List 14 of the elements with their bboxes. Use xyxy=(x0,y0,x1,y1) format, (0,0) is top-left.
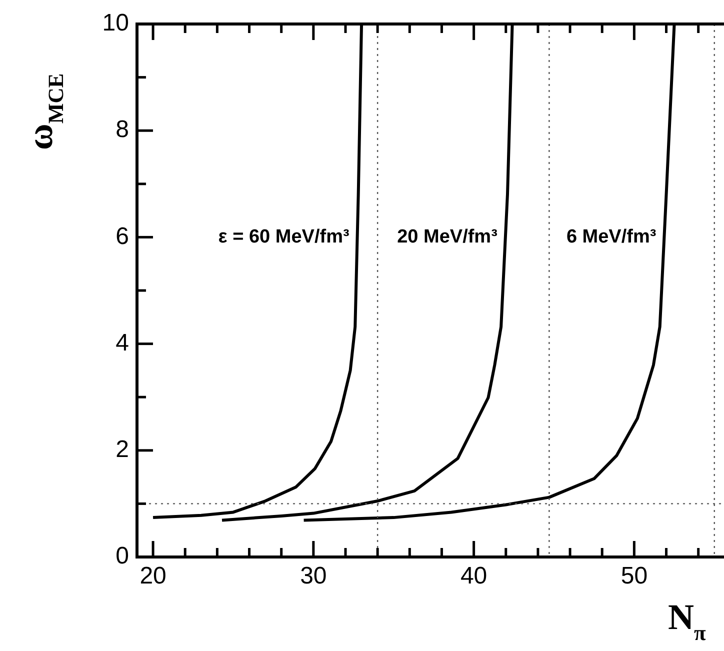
x-tick-label: 50 xyxy=(620,562,648,590)
y-tick-label: 8 xyxy=(116,116,129,144)
y-tick-label: 4 xyxy=(116,329,129,356)
series-label: ε = 60 MeV/fm³ xyxy=(218,226,350,248)
y-tick-label: 0 xyxy=(116,542,129,570)
series-label: 6 MeV/fm³ xyxy=(566,226,656,248)
y-tick-label: 10 xyxy=(102,10,129,37)
x-tick-label: 20 xyxy=(140,562,166,590)
x-tick-label: 30 xyxy=(300,562,327,590)
series-label: 20 MeV/fm³ xyxy=(397,226,498,248)
y-tick-label: 6 xyxy=(116,222,129,250)
y-tick-label: 2 xyxy=(116,436,129,464)
y-axis-title: ωMCE xyxy=(20,73,68,150)
x-tick-label: 40 xyxy=(460,562,488,590)
